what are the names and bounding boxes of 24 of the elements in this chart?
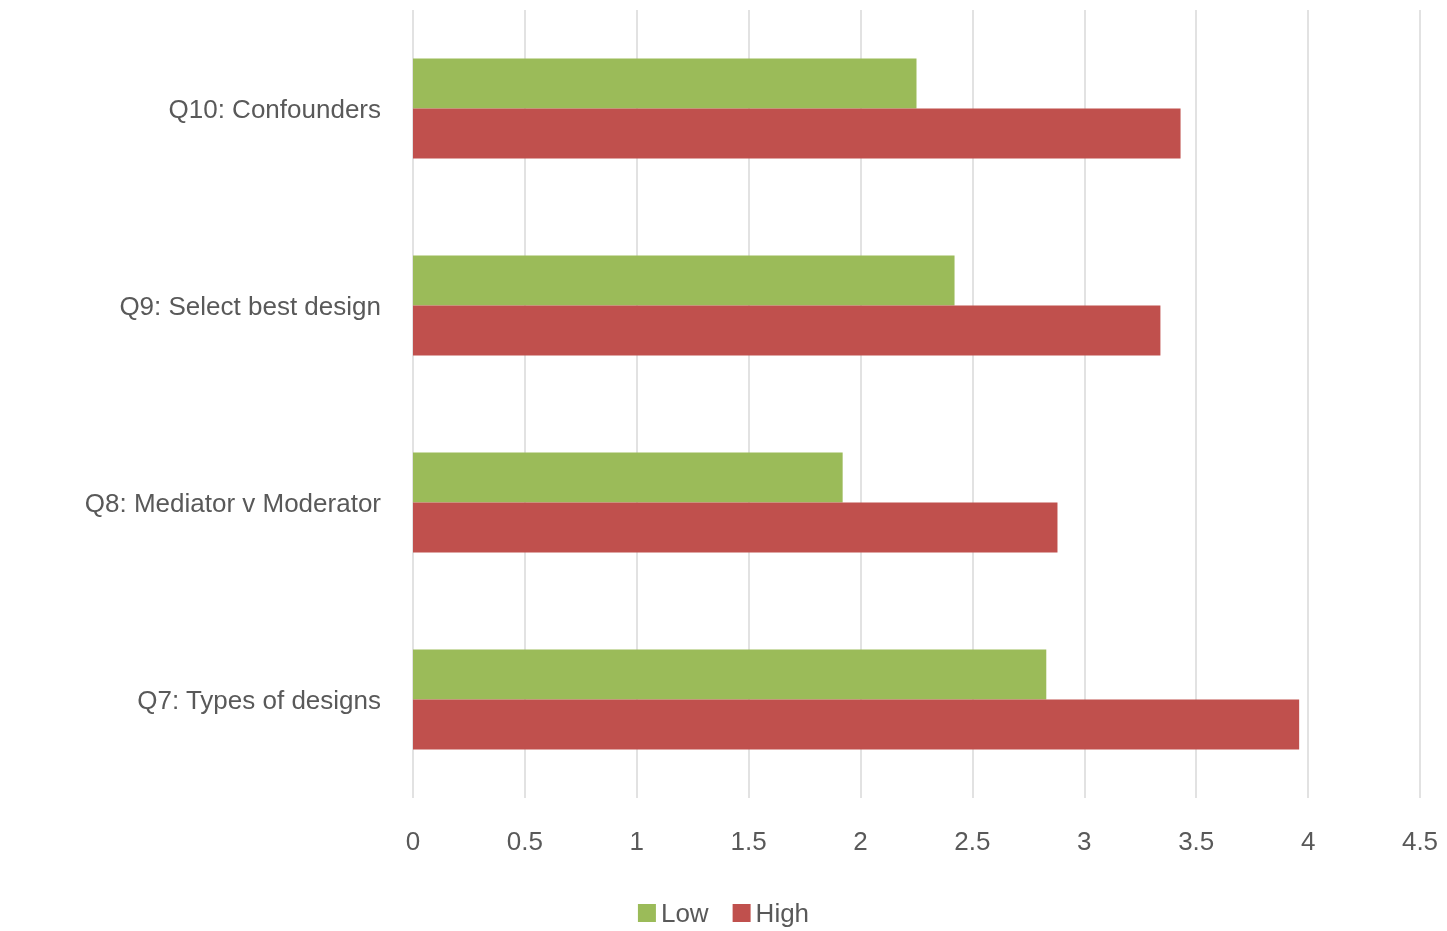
x-tick-label: 2 (853, 826, 868, 856)
y-tick-label: Q7: Types of designs (137, 684, 381, 715)
bar (413, 502, 1058, 553)
y-tick-label: Q10: Confounders (168, 93, 381, 124)
x-tick-label: 3 (1077, 826, 1092, 856)
bar (413, 305, 1161, 356)
x-tick-label: 2.5 (954, 826, 991, 856)
x-tick-label: 0 (405, 826, 421, 856)
y-tick-label: Q9: Select best design (119, 290, 381, 321)
bar (413, 108, 1181, 159)
x-tick-label: 4 (1300, 826, 1316, 856)
legend-label: Low (660, 898, 709, 928)
bar (413, 699, 1300, 750)
x-tick-label: 1.5 (730, 826, 767, 856)
legend-label: High (755, 898, 810, 928)
bar (413, 649, 1047, 700)
x-tick-label: 0.5 (506, 826, 543, 856)
bar (413, 452, 843, 503)
y-tick-label: Q8: Mediator v Moderator (84, 487, 382, 518)
bar (413, 58, 917, 109)
x-tick-label: 1 (629, 826, 645, 856)
x-tick-label: 3.5 (1178, 826, 1215, 856)
x-tick-label: 4.5 (1401, 826, 1439, 856)
bar (413, 255, 955, 306)
